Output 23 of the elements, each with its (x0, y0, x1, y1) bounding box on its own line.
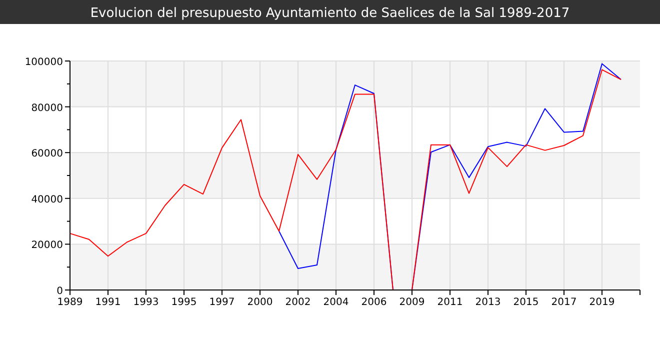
x-tick-label: 1989 (57, 297, 83, 308)
y-tick-label: 60000 (31, 148, 63, 160)
y-tick-label: 100000 (24, 57, 63, 68)
y-tick-label: 20000 (31, 240, 63, 252)
y-tick-label: 0 (56, 286, 63, 297)
x-tick-label: 2004 (323, 297, 349, 308)
x-tick-label: 2017 (551, 297, 577, 308)
x-tick-label: 2015 (513, 297, 539, 308)
x-tick-label: 2013 (475, 297, 501, 308)
x-tick-label: 2000 (247, 297, 273, 308)
y-tick-label: 80000 (31, 102, 63, 114)
x-tick-label: 1995 (171, 297, 197, 308)
x-tick-label: 2002 (285, 297, 311, 308)
chart-title: Evolucion del presupuesto Ayuntamiento de Saelices de la Sal 1989-2017 (90, 6, 570, 21)
x-tick-label: 2009 (399, 297, 425, 308)
x-tick-label: 1997 (209, 297, 235, 308)
line-series (70, 69, 622, 290)
y-tick-label: 40000 (31, 194, 63, 206)
x-tick-label: 1993 (133, 297, 159, 308)
x-tick-label: 2019 (589, 297, 615, 308)
x-tick-label: 2011 (437, 297, 463, 308)
x-tick-label: 2006 (361, 297, 387, 308)
x-tick-label: 1991 (95, 297, 121, 308)
